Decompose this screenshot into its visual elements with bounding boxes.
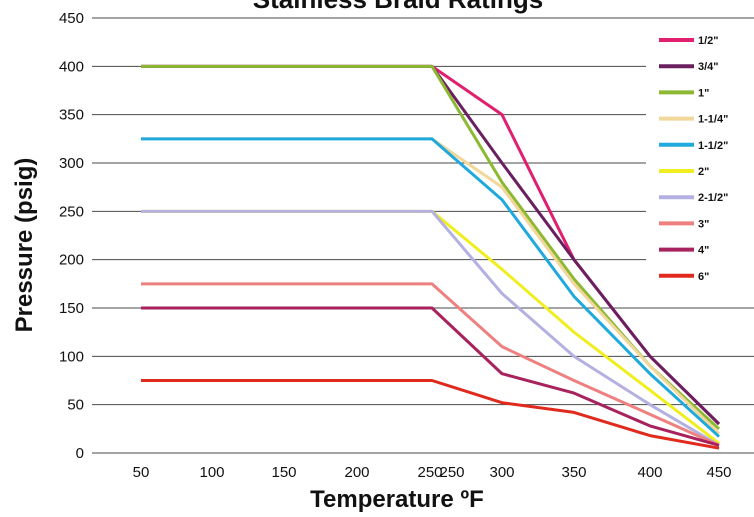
legend-label: 3/4" [698, 61, 719, 73]
series-line [141, 282, 720, 447]
series-line [141, 209, 720, 445]
legend-label: 4" [698, 245, 709, 257]
y-tick-label: 400 [59, 58, 84, 75]
legend-label: 2" [698, 166, 709, 178]
x-tick-label: 300 [489, 464, 514, 481]
y-tick-label: 350 [59, 107, 84, 124]
legend-label: 1/2" [698, 35, 719, 47]
x-tick-label: 100 [199, 464, 224, 481]
series-line [141, 209, 720, 447]
y-tick-label: 150 [59, 300, 84, 317]
y-tick-label: 50 [67, 397, 84, 414]
legend-label: 6" [698, 271, 709, 283]
series-line [141, 64, 721, 426]
chart-title: Stainless Braid Ratings [253, 0, 543, 14]
series-line [141, 137, 721, 435]
series-lines [141, 64, 721, 450]
x-tick-label: 250 [439, 464, 464, 481]
legend-label: 1-1/2" [698, 140, 728, 152]
x-tick-label: 250 [417, 464, 442, 481]
y-tick-label: 0 [76, 445, 84, 462]
x-tick-label: 200 [344, 464, 369, 481]
x-tick-label: 350 [561, 464, 586, 481]
x-tick-label: 150 [271, 464, 296, 481]
x-tick-label: 50 [133, 464, 150, 481]
x-tick-label: 400 [637, 464, 662, 481]
y-tick-label: 250 [59, 203, 84, 220]
legend-label: 2-1/2" [698, 192, 728, 204]
x-tick-label: 450 [706, 464, 731, 481]
legend: 1/2" 3/4" 1" 1-1/4" 1-1/2" 2" 2-1/2" 3" 4" 6" [646, 26, 754, 306]
series-line [141, 306, 720, 447]
y-tick-label: 100 [59, 348, 84, 365]
y-axis-ticks: 0 50 100 150 200 250 300 350 400 450 [59, 10, 84, 462]
y-tick-label: 450 [59, 10, 84, 27]
x-axis-title: Temperature ºF [310, 486, 484, 513]
legend-label: 1-1/4" [698, 114, 728, 126]
y-axis-title: Pressure (psig) [11, 158, 38, 333]
series-line [141, 379, 720, 450]
legend-label: 3" [698, 218, 709, 230]
y-tick-label: 300 [59, 155, 84, 172]
series-line [141, 64, 721, 430]
legend-label: 1" [698, 87, 709, 99]
y-tick-label: 200 [59, 252, 84, 269]
series-line [141, 64, 721, 426]
legend-box [646, 26, 754, 306]
series-line [141, 137, 721, 438]
